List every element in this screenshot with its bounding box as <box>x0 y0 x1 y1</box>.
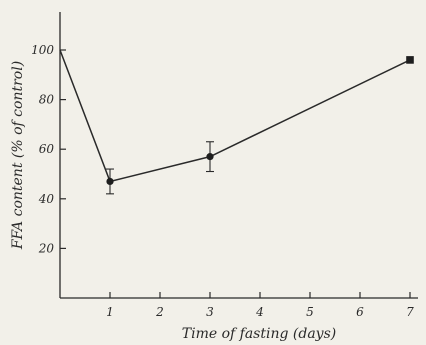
x-tick-label: 4 <box>255 305 264 319</box>
y-axis-title: FFA content (% of control) <box>10 61 26 250</box>
y-tick-label: 20 <box>38 241 55 255</box>
x-tick-label: 5 <box>306 305 314 319</box>
axis-tick-labels: 1 2 3 4 5 6 7 20 40 60 80 100 <box>31 43 414 319</box>
x-tick-label: 7 <box>406 305 414 319</box>
axes <box>59 12 418 299</box>
data-point <box>206 153 214 161</box>
y-tick-label: 100 <box>31 43 54 57</box>
y-tick-label: 60 <box>39 142 55 156</box>
data-point <box>406 56 414 64</box>
series-line <box>59 49 411 183</box>
y-tick-label: 40 <box>38 192 55 206</box>
x-axis-title: Time of fasting (days) <box>182 326 336 342</box>
y-tick-label: 80 <box>39 93 55 107</box>
x-tick-label: 6 <box>356 305 364 319</box>
x-tick-label: 2 <box>155 305 164 319</box>
axis-ticks <box>60 49 411 298</box>
x-tick-label: 3 <box>206 305 214 319</box>
data-series <box>59 49 414 195</box>
x-tick-label: 1 <box>106 305 114 319</box>
data-point <box>106 177 114 186</box>
